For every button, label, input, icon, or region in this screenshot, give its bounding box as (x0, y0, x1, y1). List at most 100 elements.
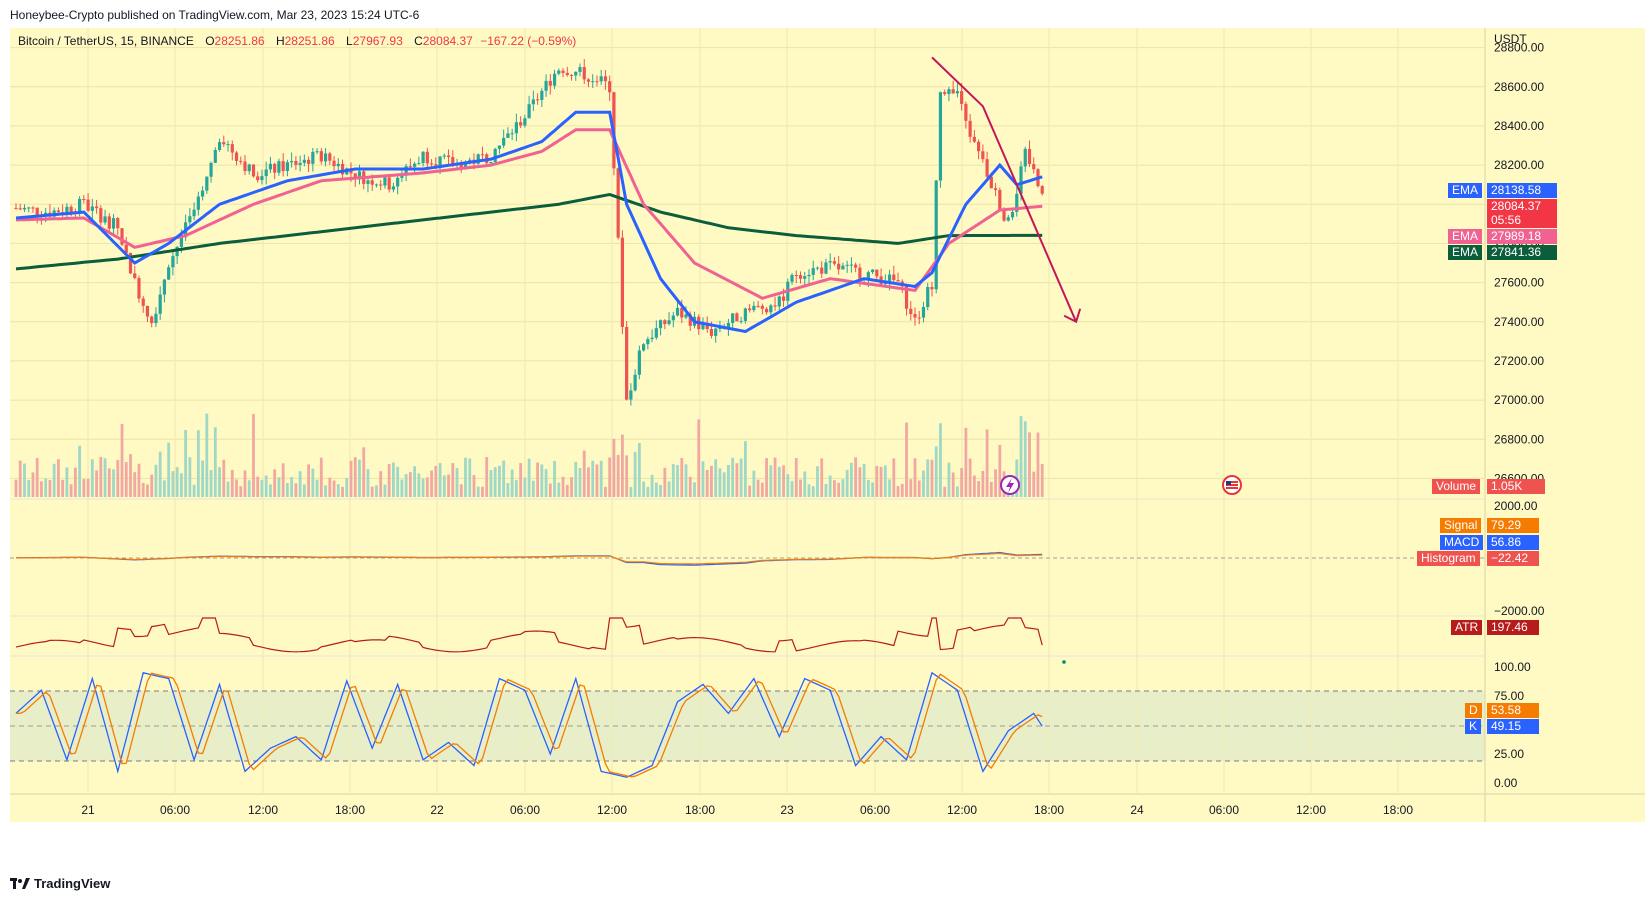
macd-tick-label: −2000.00 (1494, 604, 1545, 618)
ema-fast-tag-label: EMA (1448, 183, 1483, 198)
candle-body (226, 144, 230, 146)
volume-bar (52, 463, 56, 497)
candle-body (642, 344, 646, 351)
volume-bar (353, 457, 357, 497)
candle-body (1027, 148, 1032, 165)
candle-body (896, 280, 900, 282)
volume-bar (468, 458, 472, 497)
volume-bar (905, 422, 908, 497)
candle-body (213, 150, 217, 163)
time-tick-label: 12:00 (1296, 803, 1326, 817)
volume-bar (557, 482, 561, 497)
volume-bar (226, 481, 230, 497)
candle-body (493, 148, 497, 162)
price-tick-label: 27000.00 (1494, 393, 1544, 407)
low-value: 27967.93 (352, 34, 403, 48)
volume-bar (319, 457, 323, 497)
volume-bar (671, 464, 675, 497)
volume-bar (341, 486, 344, 497)
candle-body (277, 161, 281, 173)
candle-body (328, 153, 332, 161)
volume-bar (998, 444, 1002, 497)
candle-body (849, 264, 853, 266)
symbol-legend[interactable]: Bitcoin / TetherUS, 15, BINANCE O28251.8… (18, 34, 576, 48)
candle-body (332, 160, 336, 167)
volume-bar (82, 479, 86, 497)
volume-bar (604, 486, 607, 497)
volume-bar (688, 476, 692, 497)
candle-body (748, 308, 752, 311)
candle-body (99, 208, 103, 223)
candle-body (883, 282, 887, 285)
stoch-k-tag-value: 49.15 (1487, 719, 1539, 734)
candle-body (446, 155, 451, 158)
volume-bar (765, 458, 768, 497)
volume-bar (519, 463, 523, 497)
candle-body (90, 206, 94, 211)
volume-bar (790, 481, 794, 497)
volume-bar (179, 473, 183, 497)
volume-bar (358, 459, 361, 497)
volume-bar (633, 451, 637, 497)
volume-bar (909, 479, 913, 497)
volume-bar (290, 476, 294, 497)
footer-brand[interactable]: TradingView (10, 876, 110, 891)
footer-brand-text: TradingView (34, 876, 111, 891)
volume-bar (90, 459, 94, 497)
candle-body (429, 163, 434, 165)
hist-tag-label: Histogram (1417, 551, 1480, 566)
time-tick-label: 06:00 (860, 803, 890, 817)
candle-body (311, 151, 315, 164)
volume-bars (14, 413, 1044, 497)
volume-bar (366, 469, 370, 497)
candle-body (561, 70, 565, 73)
candle-body (578, 67, 582, 72)
candle-body (565, 72, 569, 76)
stoch-dot (1062, 660, 1066, 664)
volume-bar (599, 460, 603, 497)
candle-body (264, 169, 268, 177)
volume-bar (854, 457, 858, 497)
volume-bar (693, 482, 696, 497)
candle-body (217, 142, 222, 151)
volume-bar (892, 458, 896, 497)
time-tick-label: 18:00 (1034, 803, 1064, 817)
volume-bar (799, 479, 802, 497)
volume-bar (527, 458, 531, 497)
candle-body (926, 287, 930, 308)
time-tick-label: 06:00 (160, 803, 190, 817)
volume-bar (277, 477, 281, 497)
price-tick-label: 28800.00 (1494, 41, 1544, 55)
candle-body (671, 315, 675, 321)
candle-body (781, 296, 786, 301)
signal-tag-value: 79.29 (1487, 518, 1539, 533)
volume-bar (900, 483, 904, 497)
volume-bar (370, 486, 374, 497)
volume-bar (879, 466, 883, 497)
candle-body (531, 99, 535, 105)
candle-body (569, 75, 574, 77)
volume-bar (387, 463, 391, 497)
volume-bar (985, 429, 989, 497)
candle-body (544, 80, 548, 91)
candle-body (370, 180, 374, 185)
candle-body (417, 163, 421, 165)
volume-bar (307, 464, 310, 497)
volume-bar (951, 472, 955, 497)
close-value: 28084.37 (422, 34, 473, 48)
volume-bar (964, 427, 968, 497)
volume-bar (523, 477, 527, 497)
volume-bar (773, 457, 777, 497)
candle-body (557, 70, 561, 74)
volume-bar (506, 483, 510, 497)
volume-bar (888, 479, 891, 497)
candle-body (870, 269, 875, 273)
candle-body (930, 287, 934, 290)
candle-body (845, 264, 849, 266)
volume-bar (252, 414, 255, 497)
time-tick-label: 18:00 (685, 803, 715, 817)
candle-body (658, 320, 663, 329)
volume-bar (654, 482, 658, 497)
volume-bar (137, 463, 141, 497)
